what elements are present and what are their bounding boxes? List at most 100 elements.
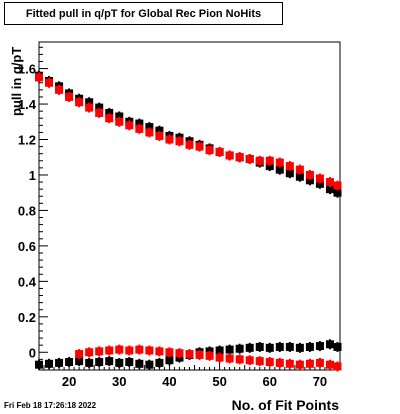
data-point <box>165 356 174 365</box>
data-point <box>235 355 244 364</box>
data-point <box>275 358 284 367</box>
data-point <box>205 351 214 360</box>
data-point <box>155 358 164 367</box>
data-point <box>95 103 104 112</box>
data-point <box>333 342 342 351</box>
y-tick-label: 1.4 <box>18 97 37 112</box>
x-tick-label: 70 <box>313 374 327 389</box>
data-point <box>215 353 224 362</box>
data-point <box>135 359 144 368</box>
data-point <box>285 162 294 171</box>
data-point <box>325 178 334 187</box>
data-point <box>333 181 342 190</box>
data-point <box>245 343 254 352</box>
data-point <box>325 340 334 349</box>
data-point <box>75 350 84 359</box>
data-point <box>125 358 134 367</box>
data-point <box>165 135 174 144</box>
data-point <box>325 360 334 369</box>
data-point <box>135 345 144 354</box>
data-point <box>333 362 342 371</box>
data-point <box>85 348 94 357</box>
plot-frame <box>38 41 341 371</box>
data-point <box>95 358 104 367</box>
data-point <box>265 343 274 352</box>
data-point <box>55 85 64 94</box>
data-point <box>333 188 342 197</box>
y-tick-label: 0 <box>29 345 36 360</box>
data-point <box>145 128 154 137</box>
y-axis-label: pull in q/pT <box>9 46 24 116</box>
data-point <box>125 346 134 355</box>
data-point <box>105 346 114 355</box>
data-point <box>45 78 54 87</box>
axes: 20 30 40 50 60 70 0 0.2 0.4 0.6 0.8 1 1.2 1.4 1.6 <box>18 46 341 389</box>
data-point <box>75 98 84 107</box>
data-point <box>215 346 224 355</box>
data-point <box>155 126 164 135</box>
x-tick-label: 50 <box>212 374 226 389</box>
data-point <box>35 73 43 82</box>
data-point <box>35 360 43 369</box>
data-point <box>325 185 334 194</box>
y-tick-label: 1.2 <box>18 133 36 148</box>
data-point <box>305 342 314 351</box>
data-point <box>245 155 254 164</box>
data-point <box>235 153 244 162</box>
timestamp: Fri Feb 18 17:26:18 2022 <box>4 401 97 410</box>
data-point <box>105 357 114 366</box>
data-point <box>215 147 224 156</box>
data-point <box>135 124 144 133</box>
data-point <box>125 121 134 130</box>
data-point <box>85 98 94 107</box>
data-point <box>75 357 84 366</box>
data-point <box>305 170 314 179</box>
data-point <box>295 165 304 174</box>
data-point <box>255 357 264 366</box>
y-tick-label: 0.2 <box>18 310 36 325</box>
data-point <box>285 359 294 368</box>
data-point <box>315 342 324 351</box>
data-point <box>55 358 64 367</box>
data-point <box>65 358 74 367</box>
data-point <box>105 108 114 117</box>
data-point <box>95 108 104 117</box>
data-marks <box>35 70 342 372</box>
data-point <box>155 347 164 356</box>
data-point <box>225 151 234 160</box>
data-point <box>225 354 234 363</box>
data-point <box>165 348 174 357</box>
data-point <box>115 345 124 354</box>
y-tick-label: 1 <box>29 168 36 183</box>
data-point <box>265 156 274 165</box>
data-point <box>145 123 154 132</box>
data-point <box>305 176 314 185</box>
data-point <box>185 140 194 149</box>
data-point <box>275 158 284 167</box>
data-point <box>285 342 294 351</box>
data-point <box>255 156 264 165</box>
data-point <box>245 356 254 365</box>
data-point <box>275 342 284 351</box>
data-point <box>65 92 74 101</box>
data-point <box>265 358 274 367</box>
data-point <box>115 112 124 121</box>
data-point <box>285 169 294 178</box>
data-point <box>315 174 324 183</box>
data-point <box>295 343 304 352</box>
data-point <box>155 131 164 140</box>
y-tick-label: 0.4 <box>18 274 37 289</box>
data-point <box>115 358 124 367</box>
data-point <box>275 165 284 174</box>
data-point <box>45 359 54 368</box>
data-point <box>95 347 104 356</box>
data-point <box>145 360 154 369</box>
data-point <box>225 345 234 354</box>
data-point <box>265 162 274 171</box>
data-point <box>175 137 184 146</box>
data-point <box>145 346 154 355</box>
data-point <box>295 172 304 181</box>
data-point <box>185 350 194 359</box>
data-point <box>295 360 304 369</box>
